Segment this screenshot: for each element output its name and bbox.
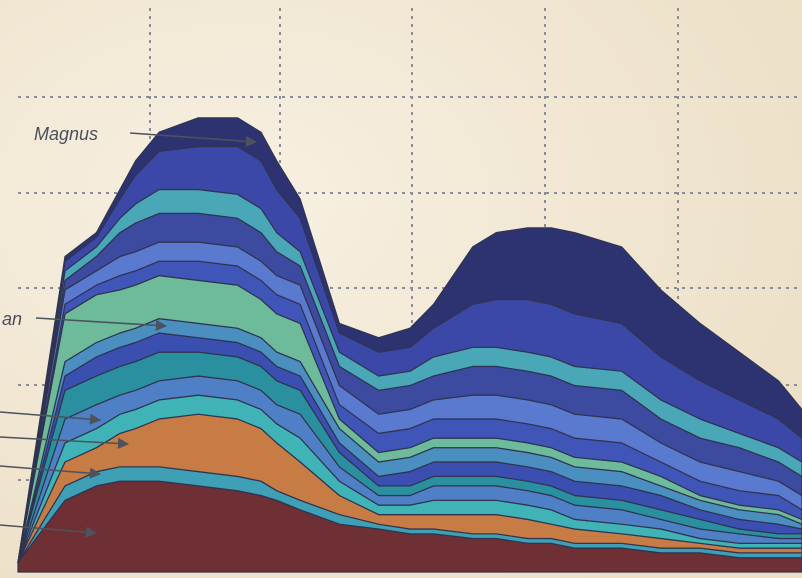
annotation-label-1: Magnus [34, 124, 98, 144]
annotation-arrow-4 [0, 436, 130, 450]
annotation-label-2: an [2, 309, 22, 329]
annotation-arrow-3 [0, 411, 102, 425]
annotation-arrow-5 [0, 465, 102, 479]
bands-layer [17, 117, 802, 573]
annotation-arrow-6 [0, 524, 98, 538]
annotations-layer: Magnus an [0, 124, 258, 538]
stream-band-15 [17, 117, 802, 563]
annotation-arrow-1 [129, 132, 258, 147]
annotation-arrow-2 [35, 317, 168, 331]
